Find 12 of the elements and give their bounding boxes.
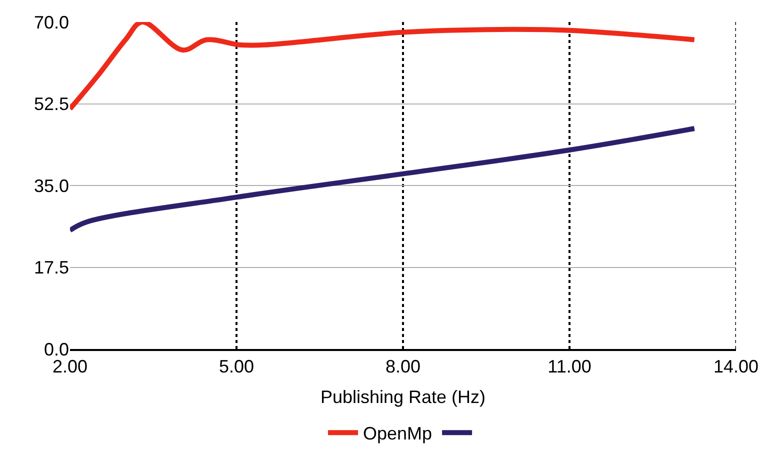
legend-label: OpenMp — [363, 424, 432, 444]
x-tick-label: 14.00 — [713, 356, 759, 377]
x-axis-title: Publishing Rate (Hz) — [320, 387, 486, 408]
x-tick-label: 2.00 — [52, 356, 88, 377]
y-tick-label: 35.0 — [34, 176, 69, 196]
x-tick-label: 5.00 — [218, 356, 254, 377]
y-tick-label: 52.5 — [34, 94, 69, 114]
y-tick-label: 70.0 — [34, 12, 69, 32]
y-tick-label: 0.0 — [44, 339, 69, 360]
x-tick-label: 11.00 — [548, 356, 592, 377]
x-tick-label: 8.00 — [385, 356, 421, 377]
y-tick-label: 17.5 — [34, 258, 69, 278]
